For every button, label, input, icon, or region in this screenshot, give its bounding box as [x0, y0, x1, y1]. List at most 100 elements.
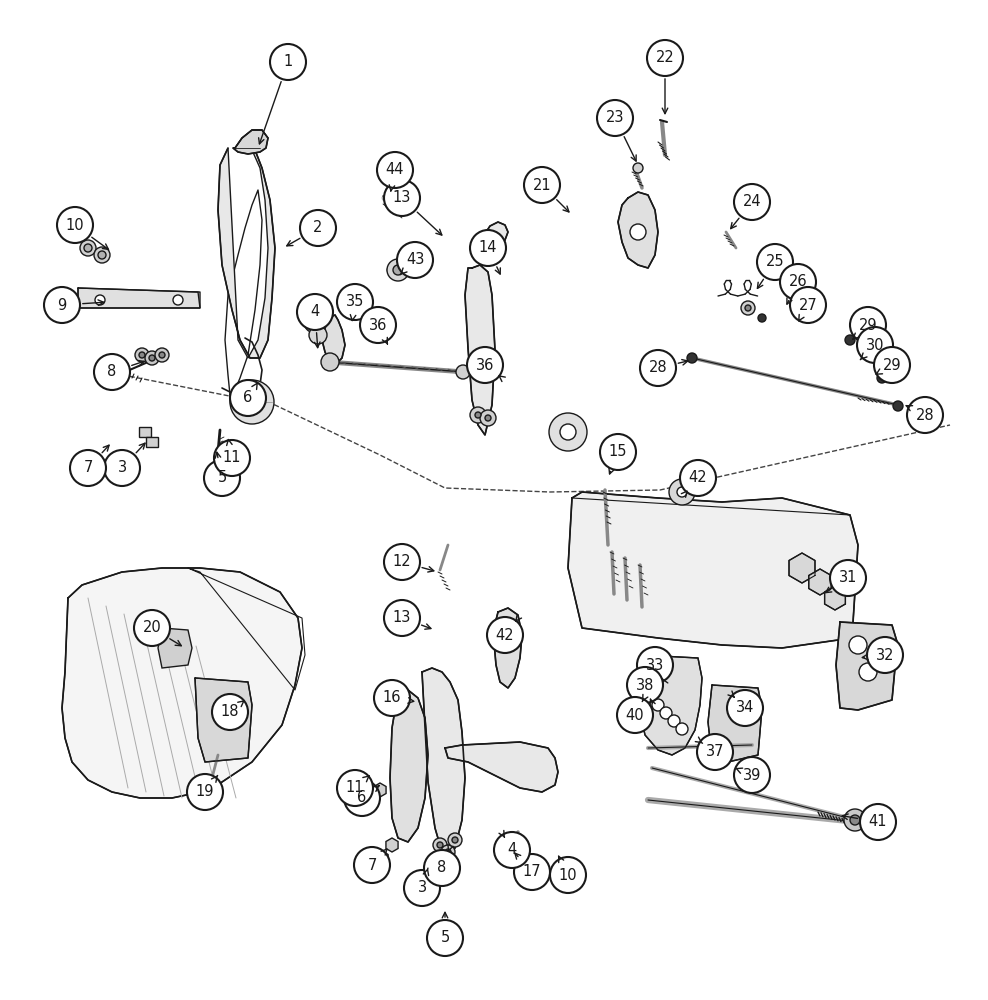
Text: 29: 29: [882, 358, 901, 372]
Text: 1: 1: [284, 54, 292, 70]
Circle shape: [676, 723, 688, 735]
Circle shape: [384, 180, 420, 216]
Polygon shape: [618, 192, 658, 268]
Polygon shape: [62, 568, 302, 798]
Polygon shape: [422, 668, 465, 858]
Circle shape: [727, 690, 763, 726]
Circle shape: [204, 460, 240, 496]
Circle shape: [850, 815, 860, 825]
Circle shape: [549, 413, 587, 451]
Circle shape: [524, 167, 560, 203]
Circle shape: [304, 311, 326, 333]
Text: 39: 39: [743, 768, 761, 782]
Circle shape: [734, 757, 770, 793]
Text: 42: 42: [689, 471, 707, 486]
Polygon shape: [386, 838, 398, 852]
Polygon shape: [233, 130, 268, 154]
Text: 11: 11: [346, 780, 365, 796]
Circle shape: [448, 833, 462, 847]
Text: 10: 10: [558, 867, 577, 882]
Polygon shape: [158, 628, 192, 668]
Text: 18: 18: [220, 704, 239, 720]
Text: 19: 19: [196, 784, 214, 800]
Circle shape: [57, 207, 93, 243]
Circle shape: [660, 707, 672, 719]
Circle shape: [857, 327, 893, 363]
Circle shape: [354, 847, 390, 883]
Text: 8: 8: [108, 364, 117, 379]
Circle shape: [758, 314, 766, 322]
Text: 6: 6: [358, 790, 367, 806]
Circle shape: [337, 284, 373, 320]
Circle shape: [230, 380, 274, 424]
Polygon shape: [146, 437, 158, 447]
Circle shape: [80, 240, 96, 256]
Text: 20: 20: [142, 620, 161, 636]
Polygon shape: [218, 148, 275, 358]
Text: 28: 28: [649, 360, 667, 375]
Circle shape: [745, 305, 751, 311]
Circle shape: [134, 610, 170, 646]
Text: 36: 36: [369, 318, 387, 332]
Text: 25: 25: [766, 254, 784, 269]
Circle shape: [627, 667, 663, 703]
Text: 5: 5: [441, 930, 450, 946]
Circle shape: [850, 307, 886, 343]
Circle shape: [427, 920, 463, 956]
Circle shape: [514, 854, 550, 890]
Circle shape: [145, 351, 159, 365]
Text: 28: 28: [916, 408, 935, 422]
Circle shape: [600, 434, 636, 470]
Polygon shape: [376, 851, 388, 865]
Circle shape: [321, 353, 339, 371]
Polygon shape: [390, 690, 428, 842]
Circle shape: [173, 295, 183, 305]
Circle shape: [387, 259, 409, 281]
Text: 8: 8: [438, 860, 447, 876]
Circle shape: [893, 401, 903, 411]
Circle shape: [635, 705, 649, 719]
Text: 29: 29: [859, 318, 877, 332]
Circle shape: [70, 450, 106, 486]
Text: 13: 13: [393, 190, 411, 206]
Text: 44: 44: [385, 162, 404, 178]
Text: 34: 34: [736, 700, 754, 716]
Circle shape: [187, 774, 223, 810]
Text: 35: 35: [346, 294, 365, 310]
Text: 38: 38: [636, 678, 654, 692]
Circle shape: [337, 770, 373, 806]
Circle shape: [877, 373, 887, 383]
Circle shape: [780, 264, 816, 300]
Text: 5: 5: [217, 471, 226, 486]
Circle shape: [374, 680, 410, 716]
Circle shape: [860, 804, 896, 840]
Circle shape: [433, 838, 447, 852]
Text: 7: 7: [83, 460, 93, 476]
Circle shape: [344, 780, 380, 816]
Circle shape: [243, 393, 261, 411]
Circle shape: [84, 244, 92, 252]
Text: 22: 22: [656, 50, 675, 66]
Text: 12: 12: [392, 554, 411, 570]
Circle shape: [907, 397, 943, 433]
Polygon shape: [322, 315, 345, 365]
Polygon shape: [809, 569, 831, 595]
Circle shape: [845, 335, 855, 345]
Circle shape: [95, 295, 105, 305]
Text: 15: 15: [609, 444, 627, 460]
Circle shape: [44, 287, 80, 323]
Text: 32: 32: [875, 648, 894, 662]
Text: 6: 6: [243, 390, 253, 406]
Circle shape: [687, 353, 697, 363]
Polygon shape: [445, 742, 558, 792]
Circle shape: [790, 287, 826, 323]
Circle shape: [98, 251, 106, 259]
Circle shape: [139, 352, 145, 358]
Text: 30: 30: [865, 338, 884, 353]
Text: 3: 3: [118, 460, 126, 476]
Polygon shape: [419, 873, 431, 887]
Circle shape: [741, 301, 755, 315]
Circle shape: [309, 326, 327, 344]
Circle shape: [310, 317, 320, 327]
Circle shape: [637, 647, 673, 683]
